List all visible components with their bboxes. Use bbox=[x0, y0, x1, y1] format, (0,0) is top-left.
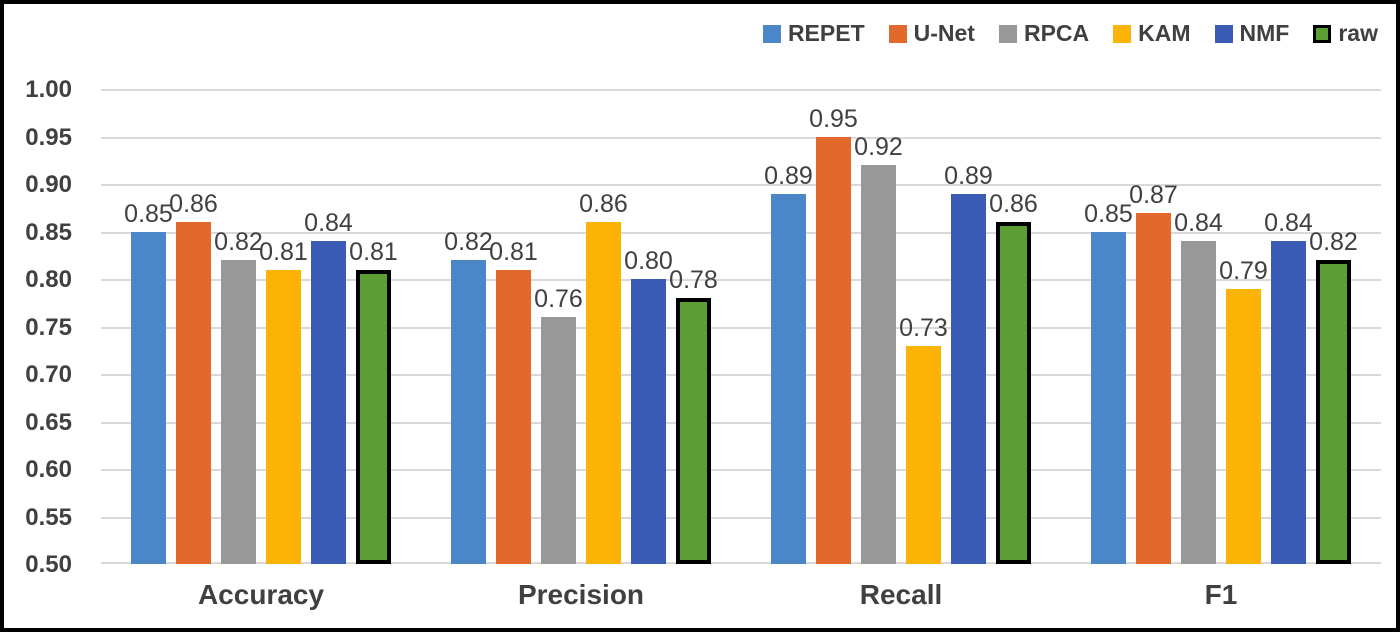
legend-item-NMF: NMF bbox=[1214, 20, 1290, 46]
y-gridline bbox=[101, 184, 1381, 186]
bar-REPET-Precision bbox=[451, 260, 486, 564]
y-gridline bbox=[101, 279, 1381, 281]
legend-label: KAM bbox=[1138, 20, 1191, 46]
legend-label: REPET bbox=[787, 20, 865, 46]
legend-swatch-icon bbox=[1113, 24, 1132, 43]
legend-label: U-Net bbox=[913, 20, 975, 46]
legend: REPET U-Net RPCA KAM NMF raw bbox=[4, 22, 1378, 45]
y-gridline bbox=[101, 469, 1381, 471]
bar-value-label: 0.82 bbox=[214, 228, 263, 256]
bar-REPET-F1 bbox=[1091, 231, 1126, 564]
legend-swatch-icon bbox=[762, 24, 781, 43]
bar-KAM-Recall bbox=[906, 345, 941, 564]
y-gridline bbox=[101, 374, 1381, 376]
y-gridline bbox=[101, 232, 1381, 234]
bar-REPET-Accuracy bbox=[131, 231, 166, 564]
legend-swatch-icon bbox=[888, 24, 907, 43]
bar-value-label: 0.85 bbox=[1084, 199, 1133, 228]
bar-raw-Recall bbox=[996, 222, 1031, 564]
legend-item-RPCA: RPCA bbox=[998, 20, 1090, 46]
bar-value-label: 0.81 bbox=[489, 237, 538, 266]
category-label: F1 bbox=[1204, 579, 1238, 610]
y-tick-label: 0.60 bbox=[25, 456, 72, 483]
legend-label: RPCA bbox=[1023, 20, 1090, 46]
bar-NMF-F1 bbox=[1271, 241, 1306, 564]
y-gridline bbox=[101, 327, 1381, 329]
legend-item-KAM: KAM bbox=[1113, 20, 1191, 46]
y-tick-label: 0.85 bbox=[25, 219, 72, 246]
y-tick-label: 0.55 bbox=[25, 504, 72, 531]
bar-value-label: 0.84 bbox=[1264, 209, 1313, 237]
y-gridline bbox=[101, 422, 1381, 424]
legend-swatch-icon bbox=[1313, 24, 1332, 43]
bar-value-label: 0.84 bbox=[1174, 209, 1223, 237]
bar-U-Net-F1 bbox=[1136, 212, 1171, 564]
bar-value-label: 0.86 bbox=[169, 190, 218, 218]
y-tick-label: 1.00 bbox=[25, 76, 72, 103]
legend-label: NMF bbox=[1239, 20, 1290, 46]
bar-value-label: 0.78 bbox=[669, 266, 718, 294]
bar-U-Net-Recall bbox=[816, 136, 851, 564]
bar-value-label: 0.87 bbox=[1129, 180, 1178, 209]
bar-value-label: 0.73 bbox=[899, 313, 948, 342]
y-tick-label: 0.50 bbox=[25, 551, 72, 578]
bar-U-Net-Precision bbox=[496, 269, 531, 564]
category-label: Precision bbox=[517, 579, 645, 610]
bar-value-label: 0.86 bbox=[579, 190, 628, 218]
bar-value-label: 0.79 bbox=[1219, 256, 1268, 285]
bar-RPCA-F1 bbox=[1181, 241, 1216, 564]
y-tick-label: 0.80 bbox=[25, 266, 72, 293]
bar-RPCA-Recall bbox=[861, 165, 896, 564]
bar-NMF-Recall bbox=[951, 193, 986, 564]
bar-RPCA-Accuracy bbox=[221, 260, 256, 564]
bar-raw-F1 bbox=[1316, 260, 1351, 564]
legend-label: raw bbox=[1338, 20, 1378, 46]
bar-KAM-Accuracy bbox=[266, 269, 301, 564]
y-tick-label: 0.70 bbox=[25, 361, 72, 388]
y-gridline bbox=[101, 517, 1381, 519]
bar-value-label: 0.85 bbox=[124, 199, 173, 228]
bar-value-label: 0.82 bbox=[444, 228, 493, 256]
bar-U-Net-Accuracy bbox=[176, 222, 211, 564]
bar-raw-Accuracy bbox=[356, 269, 391, 564]
y-tick-label: 0.65 bbox=[25, 409, 72, 436]
bar-value-label: 0.92 bbox=[854, 133, 903, 161]
plot-area: 0.85 0.86 0.82 0.81 0.84 0.81 0.82 0.81 0.76 0.86… bbox=[101, 89, 1381, 564]
y-tick-label: 0.90 bbox=[25, 171, 72, 198]
category-label: Accuracy bbox=[197, 579, 325, 610]
bar-value-label: 0.81 bbox=[349, 237, 398, 266]
bar-NMF-Precision bbox=[631, 279, 666, 564]
bar-RPCA-Precision bbox=[541, 317, 576, 564]
legend-swatch-icon bbox=[1214, 24, 1233, 43]
bar-REPET-Recall bbox=[771, 193, 806, 564]
bar-KAM-F1 bbox=[1226, 288, 1261, 564]
bar-value-label: 0.80 bbox=[624, 247, 673, 275]
legend-swatch-icon bbox=[998, 24, 1017, 43]
bar-value-label: 0.89 bbox=[944, 161, 993, 190]
bar-NMF-Accuracy bbox=[311, 241, 346, 564]
y-gridline bbox=[101, 137, 1381, 139]
bar-value-label: 0.86 bbox=[989, 190, 1038, 218]
y-gridline bbox=[101, 89, 1381, 91]
legend-item-U-Net: U-Net bbox=[888, 20, 975, 46]
bar-value-label: 0.84 bbox=[304, 209, 353, 237]
category-label: Recall bbox=[859, 579, 943, 610]
y-tick-label: 0.75 bbox=[25, 314, 72, 341]
legend-item-REPET: REPET bbox=[762, 20, 865, 46]
bar-value-label: 0.89 bbox=[764, 161, 813, 190]
bar-value-label: 0.82 bbox=[1309, 228, 1358, 256]
bar-value-label: 0.76 bbox=[534, 285, 583, 313]
bar-KAM-Precision bbox=[586, 222, 621, 564]
bar-raw-Precision bbox=[676, 298, 711, 564]
y-tick-label: 0.95 bbox=[25, 124, 72, 151]
y-gridline bbox=[101, 562, 1381, 564]
bar-value-label: 0.81 bbox=[259, 237, 308, 266]
bar-value-label: 0.95 bbox=[809, 104, 858, 133]
legend-item-raw: raw bbox=[1313, 22, 1378, 45]
